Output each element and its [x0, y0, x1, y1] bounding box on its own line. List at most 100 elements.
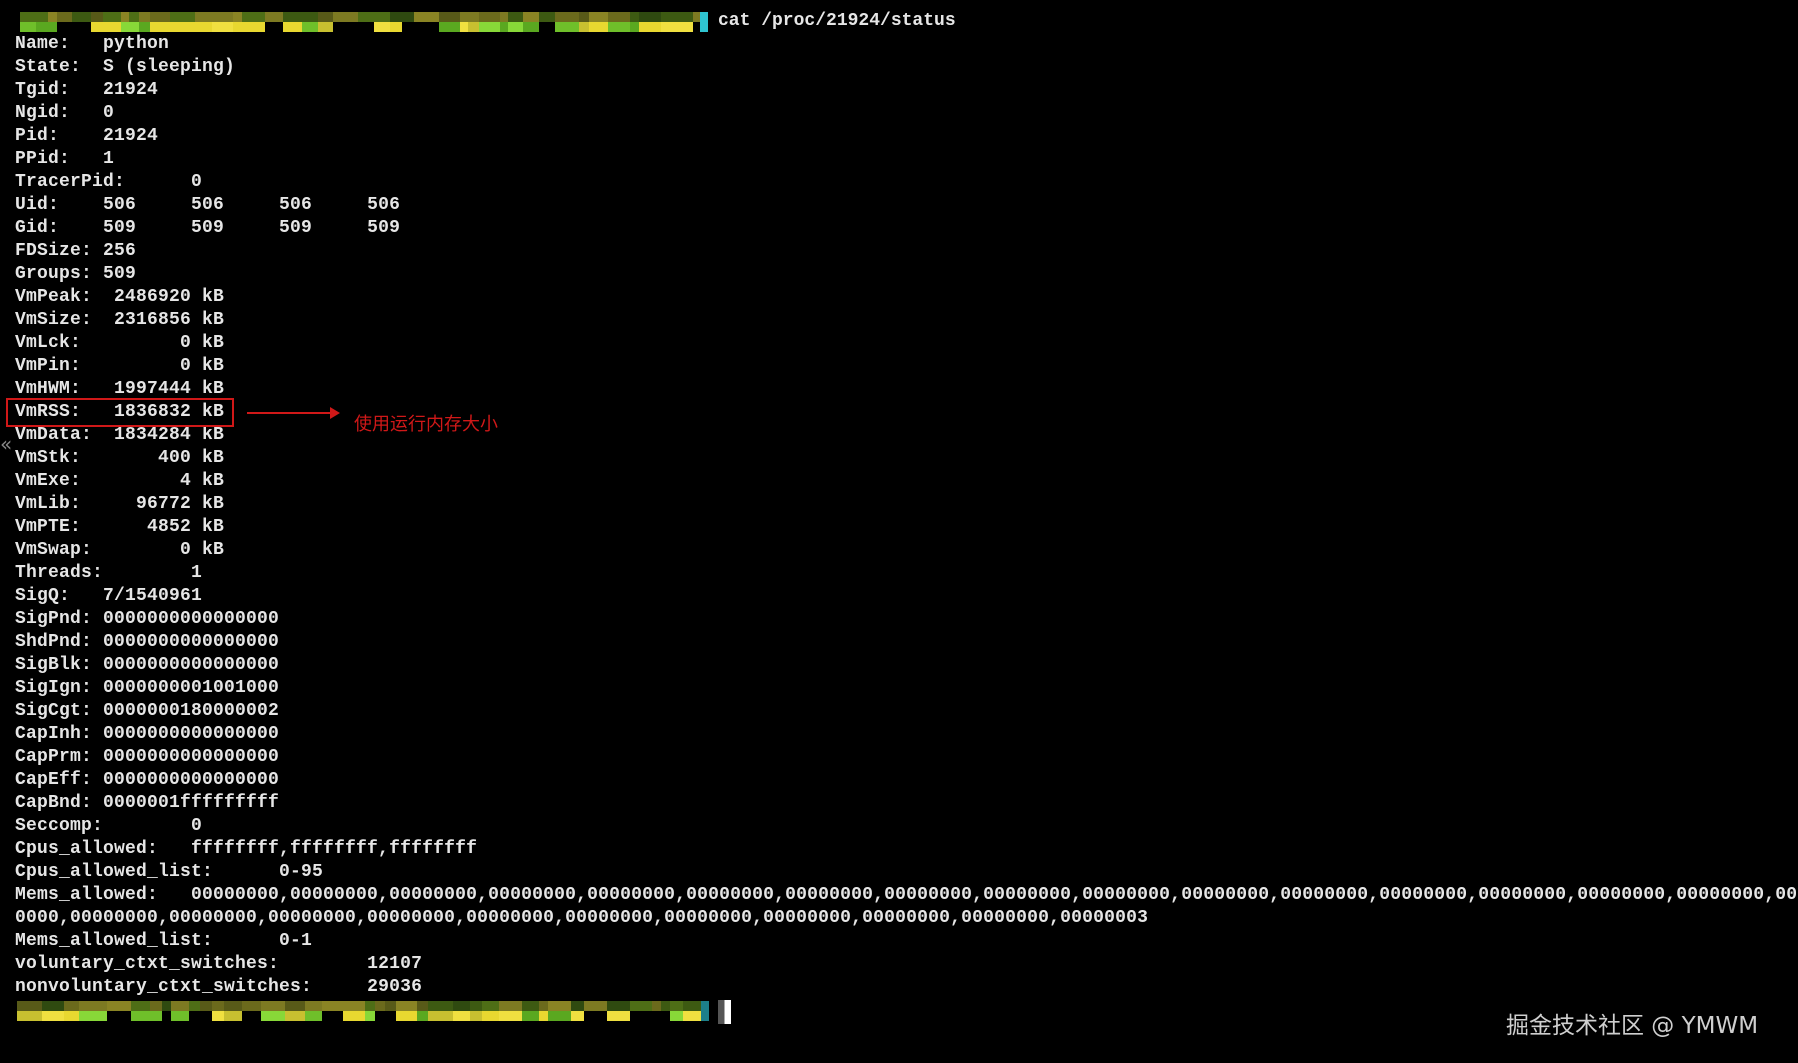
field-label: Pid:	[15, 126, 60, 146]
field-value: 256	[103, 241, 137, 261]
redacted-block	[630, 12, 639, 32]
redacted-block	[460, 12, 468, 32]
redacted-block	[139, 12, 150, 32]
redacted-block	[212, 1001, 224, 1021]
redacted-block	[453, 1001, 470, 1021]
field-value: 0	[191, 816, 203, 836]
output-line: SigQ: 7/1540961	[15, 585, 1798, 608]
redacted-block	[358, 12, 374, 32]
output-line: VmSize: 2316856 kB	[15, 309, 1798, 332]
redacted-block	[91, 12, 103, 32]
field-value: 2486920 kB	[103, 287, 225, 307]
field-label: VmHWM:	[15, 379, 82, 399]
annotation-label: 使用运行内存大小	[354, 414, 498, 435]
redacted-block	[439, 12, 460, 32]
field-label: SigBlk:	[15, 655, 93, 675]
field-label: VmPeak:	[15, 287, 93, 307]
field-value: 1836832 kB	[103, 402, 225, 422]
field-value: 0000000001001000	[103, 678, 280, 698]
redacted-block	[539, 12, 555, 32]
output-line: VmLck: 0 kB	[15, 332, 1798, 355]
redacted-block	[428, 1001, 453, 1021]
field-label: voluntary_ctxt_switches:	[15, 954, 280, 974]
output-line: CapInh: 0000000000000000	[15, 723, 1798, 746]
redacted-block	[701, 1001, 709, 1021]
redacted-block	[555, 12, 579, 32]
redacted-block	[539, 1001, 548, 1021]
output-line: VmExe: 4 kB	[15, 470, 1798, 493]
sidebar-collapse-icon[interactable]: «	[0, 432, 13, 456]
field-value: 0 kB	[103, 356, 225, 376]
output-line: VmHWM: 1997444 kB	[15, 378, 1798, 401]
output-line: VmPin: 0 kB	[15, 355, 1798, 378]
redacted-block	[72, 12, 91, 32]
redacted-block	[333, 12, 358, 32]
output-line: CapEff: 0000000000000000	[15, 769, 1798, 792]
redacted-block	[608, 12, 630, 32]
redacted-block	[683, 1001, 691, 1021]
output-line: VmLib: 96772 kB	[15, 493, 1798, 516]
output-line: voluntary_ctxt_switches: 12107	[15, 953, 1798, 976]
field-label: SigQ:	[15, 586, 71, 606]
field-value: 0000000000000000	[103, 770, 280, 790]
terminal-output[interactable]: Name: python State: S (sleeping) Tgid: 219…	[15, 10, 1798, 999]
field-label: Groups:	[15, 264, 93, 284]
output-line: FDSize: 256	[15, 240, 1798, 263]
field-value: 0000,00000000,00000000,00000000,00000000…	[15, 908, 1149, 928]
field-label: VmLck:	[15, 333, 82, 353]
redacted-block	[374, 12, 390, 32]
redacted-block	[693, 12, 700, 32]
field-label: VmExe:	[15, 471, 82, 491]
field-value: 2316856 kB	[103, 310, 225, 330]
redacted-block	[396, 1001, 417, 1021]
output-line: TracerPid: 0	[15, 171, 1798, 194]
output-line: VmStk: 400 kB	[15, 447, 1798, 470]
redacted-block	[365, 1001, 375, 1021]
field-label: VmStk:	[15, 448, 82, 468]
field-label: Cpus_allowed:	[15, 839, 159, 859]
highlight-box	[6, 398, 234, 427]
field-label: Mems_allowed_list:	[15, 931, 214, 951]
redacted-block	[417, 1001, 428, 1021]
field-label: CapEff:	[15, 770, 93, 790]
field-value: 0-95	[279, 862, 324, 882]
field-label: VmSwap:	[15, 540, 93, 560]
redacted-block	[522, 1001, 539, 1021]
field-label: State:	[15, 57, 82, 77]
output-line: SigCgt: 0000000180000002	[15, 700, 1798, 723]
redacted-prompt-top	[20, 12, 708, 32]
output-line: VmPTE: 4852 kB	[15, 516, 1798, 539]
redacted-block	[670, 1001, 683, 1021]
output-line: 0000,00000000,00000000,00000000,00000000…	[15, 907, 1798, 930]
arrow-line	[247, 412, 333, 414]
redacted-block	[691, 1001, 701, 1021]
field-value: 0000000000000000	[103, 724, 280, 744]
output-line: Threads: 1	[15, 562, 1798, 585]
redacted-block	[479, 12, 500, 32]
field-label: Cpus_allowed_list:	[15, 862, 214, 882]
redacted-block	[129, 12, 139, 32]
redacted-block	[302, 12, 318, 32]
output-line: VmRSS: 1836832 kB	[15, 401, 1798, 424]
field-value: 0000000180000002	[103, 701, 280, 721]
field-value: 509	[103, 264, 137, 284]
redacted-block	[523, 12, 539, 32]
output-line: Mems_allowed_list: 0-1	[15, 930, 1798, 953]
field-label: CapInh:	[15, 724, 93, 744]
redacted-block	[414, 12, 439, 32]
redacted-block	[121, 12, 129, 32]
field-value: 1834284 kB	[103, 425, 225, 445]
field-value: 12107	[367, 954, 423, 974]
redacted-block	[375, 1001, 385, 1021]
redacted-block	[571, 1001, 584, 1021]
field-label: Name:	[15, 34, 71, 54]
redacted-block	[390, 12, 402, 32]
redacted-block	[589, 12, 608, 32]
redacted-block	[150, 12, 170, 32]
redacted-block	[170, 12, 195, 32]
field-value: 21924	[103, 126, 159, 146]
redacted-block	[677, 12, 693, 32]
field-label: Mems_allowed:	[15, 885, 159, 905]
redacted-block	[470, 1001, 482, 1021]
redacted-block	[171, 1001, 189, 1021]
